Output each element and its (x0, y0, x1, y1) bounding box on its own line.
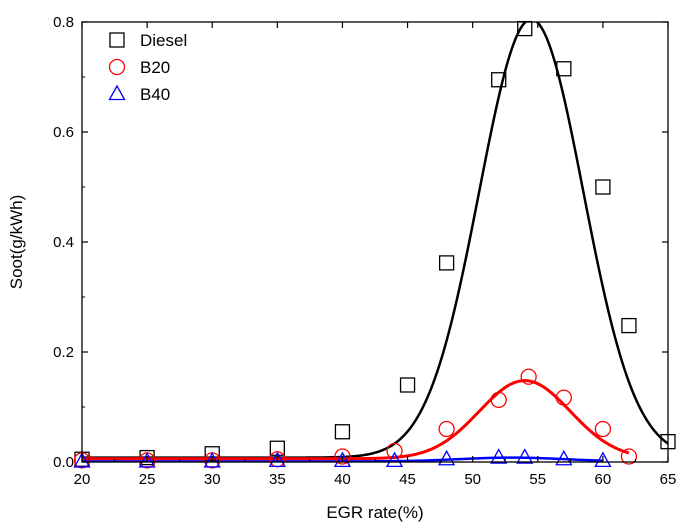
b20-data-point (555, 389, 572, 406)
diesel-legend-label: Diesel (140, 31, 187, 50)
x-tick-label: 45 (399, 471, 416, 488)
diesel-data-point (556, 61, 572, 77)
y-tick-label: 0.0 (53, 454, 74, 471)
b40-data-point (73, 452, 91, 468)
y-tick-label: 0.8 (53, 14, 74, 31)
x-tick-label: 30 (204, 471, 221, 488)
x-tick-label: 50 (464, 471, 481, 488)
y-tick-label: 0.6 (53, 124, 74, 141)
data-markers (73, 20, 676, 469)
b40-data-point (490, 448, 508, 464)
b40-data-point (203, 452, 221, 468)
b40-data-point (268, 451, 286, 468)
b40-legend-label: B40 (140, 85, 170, 104)
diesel-data-point (334, 424, 351, 440)
y-tick-label: 0.2 (53, 344, 74, 361)
x-tick-label: 20 (74, 471, 91, 488)
x-tick-label: 35 (269, 471, 286, 488)
x-tick-label: 40 (334, 471, 351, 488)
b20-data-point (334, 448, 351, 465)
diesel-data-point (438, 255, 455, 271)
x-tick-label: 25 (139, 471, 156, 488)
b20-data-point (490, 391, 507, 409)
b40-data-point (516, 448, 534, 464)
b40-data-point (333, 451, 352, 468)
diesel-legend-marker (109, 32, 125, 48)
y-axis-ticks: 0.0 0.2 0.4 0.6 0.8 (53, 14, 668, 471)
x-tick-label: 60 (595, 471, 612, 488)
x-tick-label: 65 (660, 471, 677, 488)
b20-fit-curve (82, 379, 630, 461)
b40-data-point (385, 451, 404, 468)
b20-data-point (386, 442, 403, 460)
diesel-data-point (595, 179, 611, 195)
diesel-data-point (399, 377, 416, 393)
y-tick-label: 0.4 (53, 234, 74, 251)
diesel-data-point (621, 317, 637, 334)
diesel-data-point (491, 72, 507, 88)
b20-data-point (594, 420, 612, 438)
b40-legend-marker (108, 84, 126, 101)
b20-data-point (438, 420, 455, 438)
legend: Diesel B20 B40 (108, 31, 187, 104)
b20-legend-marker (108, 58, 126, 76)
diesel-data-point (269, 440, 285, 456)
b20-data-point (620, 448, 638, 465)
b40-data-point (138, 452, 156, 468)
x-tick-label: 55 (529, 471, 546, 488)
x-axis-label: EGR rate(%) (326, 503, 423, 522)
b40-data-point (438, 449, 456, 466)
b20-legend-label: B20 (140, 58, 170, 77)
b40-data-point (594, 451, 612, 468)
x-axis-ticks: 20 25 30 35 40 45 50 55 60 65 (74, 22, 677, 488)
b20-data-point (520, 368, 537, 385)
y-axis-label: Soot(g/kWh) (7, 195, 26, 289)
b40-data-point (555, 449, 573, 466)
